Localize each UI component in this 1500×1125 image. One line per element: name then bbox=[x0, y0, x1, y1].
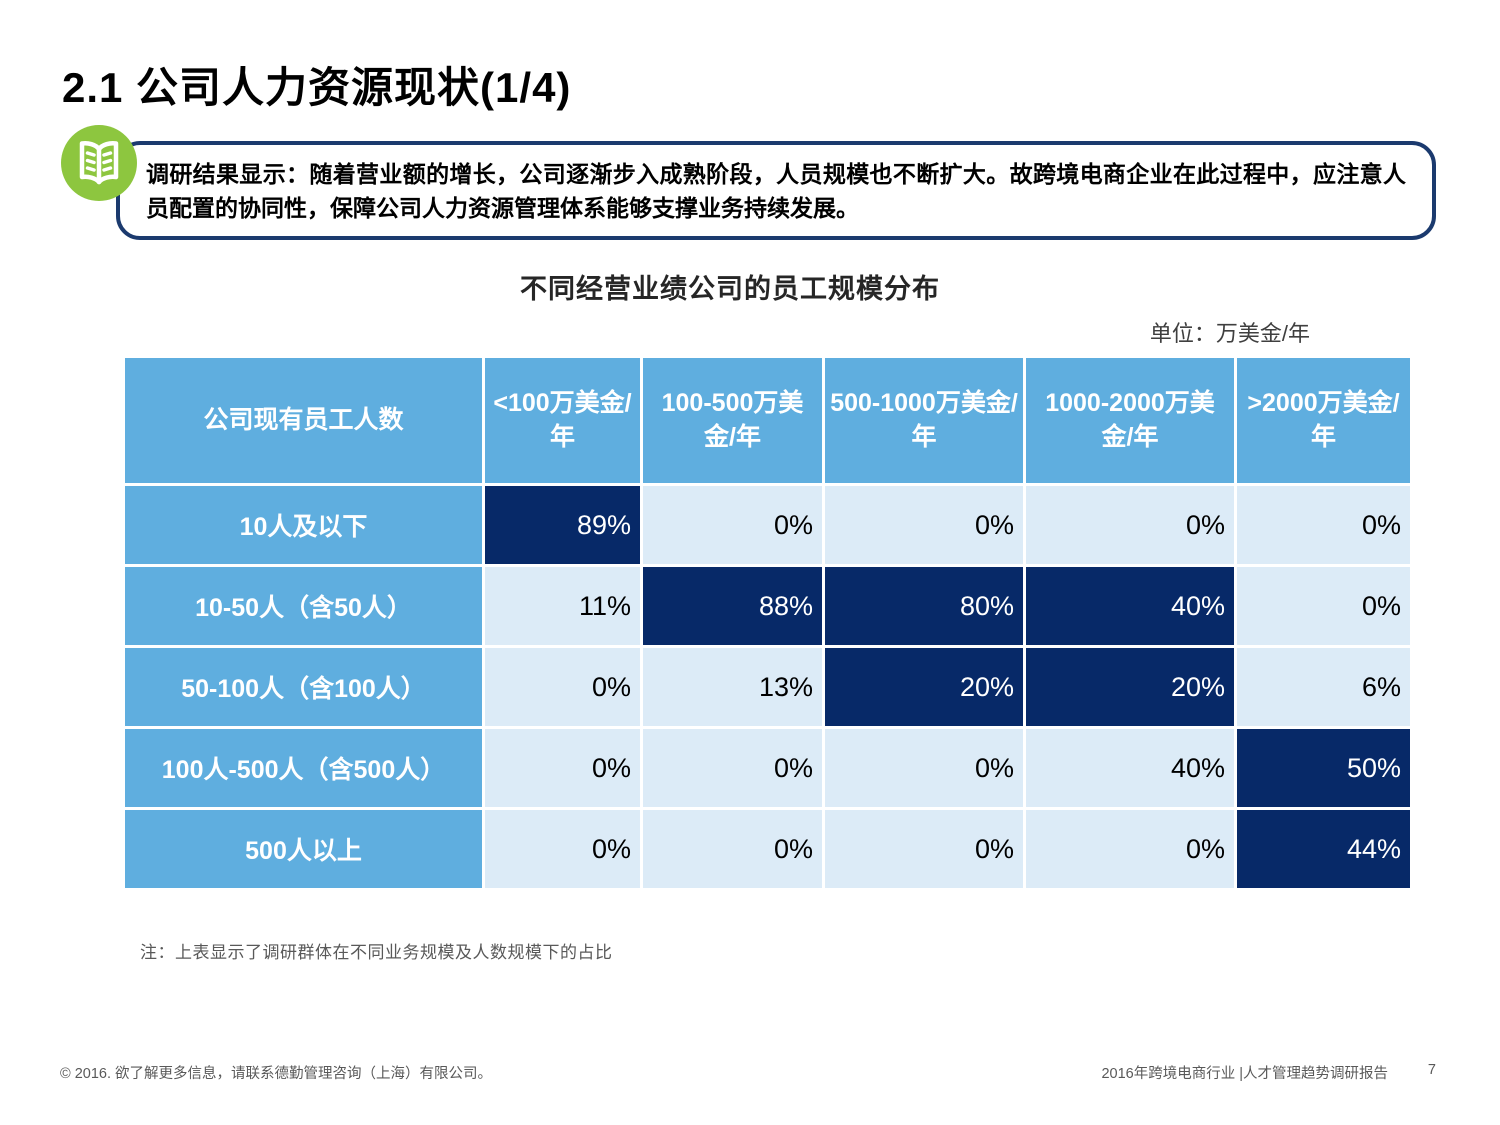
column-header: 1000-2000万美金/年 bbox=[1023, 355, 1237, 486]
row-label: 500人以上 bbox=[122, 807, 485, 891]
table-row: 10-50人（含50人） 11% 88% 80% 40% 0% bbox=[122, 564, 1413, 648]
column-header: >2000万美金/年 bbox=[1234, 355, 1413, 486]
value-cell: 0% bbox=[822, 807, 1026, 891]
value-cell: 44% bbox=[1234, 807, 1413, 891]
value-cell: 89% bbox=[482, 483, 643, 567]
employee-distribution-table: 公司现有员工人数 <100万美金/年 100-500万美金/年 500-1000万美金… bbox=[122, 355, 1413, 891]
value-cell: 0% bbox=[640, 726, 825, 810]
value-cell: 0% bbox=[1234, 564, 1413, 648]
table-row: 100人-500人（含500人） 0% 0% 0% 40% 50% bbox=[122, 726, 1413, 810]
value-cell: 40% bbox=[1023, 564, 1237, 648]
value-cell: 88% bbox=[640, 564, 825, 648]
value-cell: 20% bbox=[822, 645, 1026, 729]
unit-label: 单位：万美金/年 bbox=[1149, 321, 1310, 346]
value-cell: 80% bbox=[822, 564, 1026, 648]
column-header: <100万美金/年 bbox=[482, 355, 643, 486]
row-label: 10人及以下 bbox=[122, 483, 485, 567]
table-row: 50-100人（含100人） 0% 13% 20% 20% 6% bbox=[122, 645, 1413, 729]
corner-header: 公司现有员工人数 bbox=[122, 355, 485, 486]
table-title: 不同经营业绩公司的员工规模分布 bbox=[520, 274, 940, 304]
column-header: 100-500万美金/年 bbox=[640, 355, 825, 486]
column-header: 500-1000万美金/年 bbox=[822, 355, 1026, 486]
table-row: 10人及以下 89% 0% 0% 0% 0% bbox=[122, 483, 1413, 567]
value-cell: 0% bbox=[640, 483, 825, 567]
table-body: 10人及以下 89% 0% 0% 0% 0% 10-50人（含50人） 11% 88% 80% 40… bbox=[122, 483, 1413, 891]
row-label: 100人-500人（含500人） bbox=[122, 726, 485, 810]
value-cell: 0% bbox=[822, 483, 1026, 567]
value-cell: 20% bbox=[1023, 645, 1237, 729]
value-cell: 11% bbox=[482, 564, 643, 648]
value-cell: 0% bbox=[482, 645, 643, 729]
table-header-row: 公司现有员工人数 <100万美金/年 100-500万美金/年 500-1000万美金… bbox=[122, 355, 1413, 486]
value-cell: 0% bbox=[482, 726, 643, 810]
value-cell: 0% bbox=[1234, 483, 1413, 567]
value-cell: 6% bbox=[1234, 645, 1413, 729]
callout-box: 调研结果显示：随着营业额的增长，公司逐渐步入成熟阶段，人员规模也不断扩大。故跨境… bbox=[116, 141, 1436, 240]
value-cell: 0% bbox=[640, 807, 825, 891]
footer-page-number: 7 bbox=[1427, 1062, 1436, 1078]
page-title: 2.1 公司人力资源现状(1/4) bbox=[62, 64, 572, 111]
value-cell: 0% bbox=[1023, 483, 1237, 567]
value-cell: 40% bbox=[1023, 726, 1237, 810]
open-book-icon bbox=[60, 124, 138, 202]
footer-copyright: © 2016. 欲了解更多信息，请联系德勤管理咨询（上海）有限公司。 bbox=[60, 1066, 493, 1082]
value-cell: 0% bbox=[1023, 807, 1237, 891]
callout-text: 调研结果显示：随着营业额的增长，公司逐渐步入成熟阶段，人员规模也不断扩大。故跨境… bbox=[146, 160, 1406, 221]
value-cell: 13% bbox=[640, 645, 825, 729]
value-cell: 0% bbox=[822, 726, 1026, 810]
footer-report-name: 2016年跨境电商行业 |人才管理趋势调研报告 bbox=[1101, 1066, 1388, 1082]
value-cell: 50% bbox=[1234, 726, 1413, 810]
row-label: 10-50人（含50人） bbox=[122, 564, 485, 648]
table-note: 注：上表显示了调研群体在不同业务规模及人数规模下的占比 bbox=[140, 943, 613, 962]
table-row: 500人以上 0% 0% 0% 0% 44% bbox=[122, 807, 1413, 891]
value-cell: 0% bbox=[482, 807, 643, 891]
row-label: 50-100人（含100人） bbox=[122, 645, 485, 729]
